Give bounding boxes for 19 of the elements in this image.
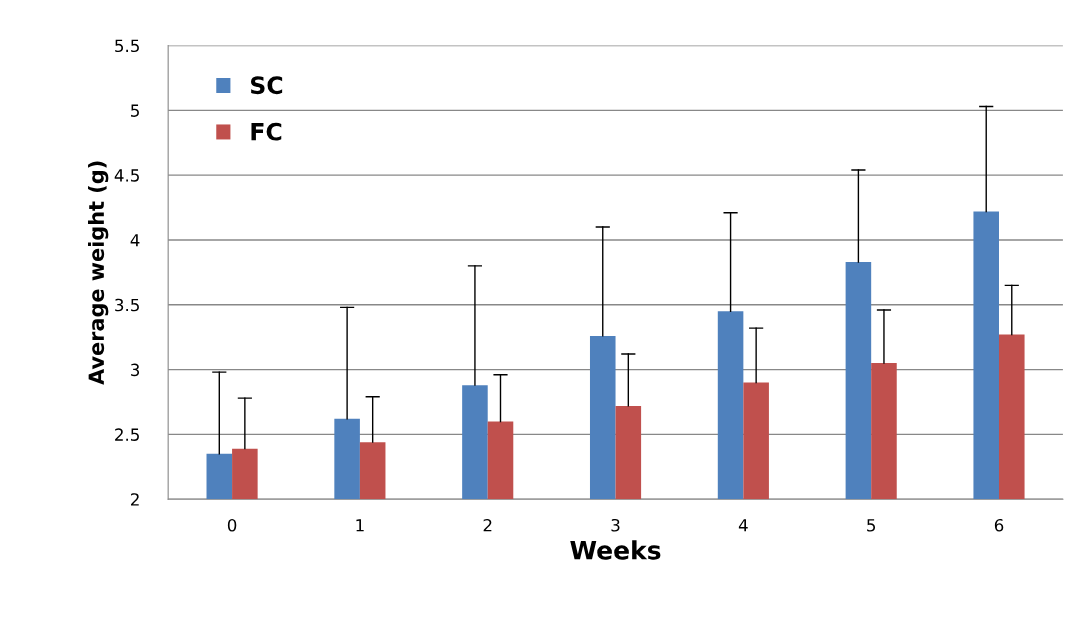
x-tick-label: 3	[611, 518, 620, 532]
y-axis-title: Average weight (g)	[88, 161, 109, 385]
y-tick-label: 3	[131, 363, 140, 377]
y-tick-label: 3.5	[115, 298, 139, 312]
y-tick-label: 5	[131, 104, 139, 117]
x-tick-label: 0	[227, 518, 237, 532]
y-tick-label: 2	[131, 493, 139, 506]
y-tick-label: 5.5	[115, 39, 139, 53]
legend-label: SC	[251, 76, 283, 95]
y-tick-label: 4.5	[114, 169, 139, 182]
y-tick-label: 2.5	[115, 428, 139, 441]
x-tick-label: 5	[867, 519, 876, 532]
x-tick-label: 2	[483, 518, 492, 532]
x-tick-label: 4	[738, 519, 748, 532]
legend-label: FC	[251, 122, 282, 141]
x-axis-title: Weeks	[570, 540, 661, 560]
y-tick-label: 4	[130, 234, 140, 247]
x-tick-label: 1	[356, 519, 364, 532]
x-tick-label: 6	[994, 518, 1004, 532]
